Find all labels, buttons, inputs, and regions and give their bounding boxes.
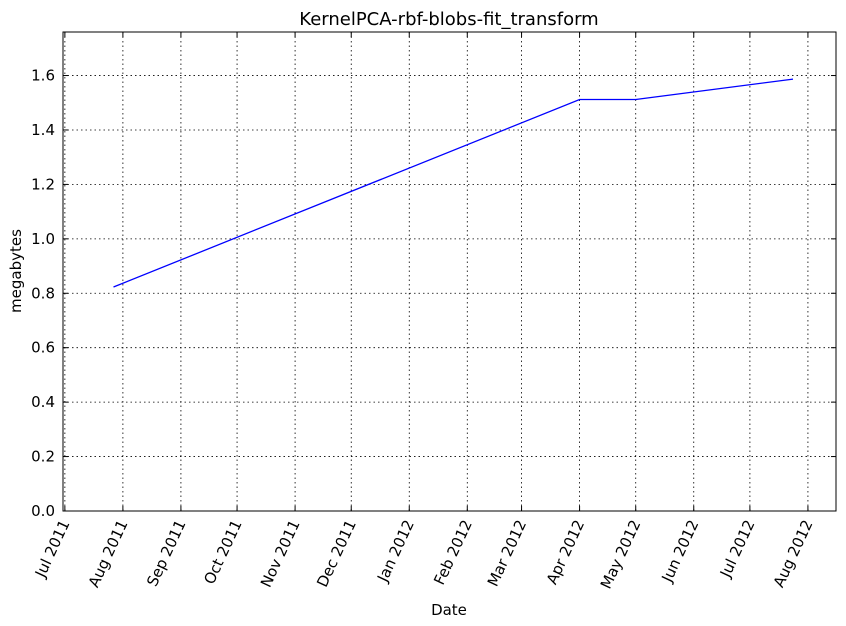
y-tick-label: 1.6 bbox=[31, 67, 55, 85]
x-axis-title: Date bbox=[431, 601, 467, 619]
y-tick-label: 0.8 bbox=[31, 284, 55, 302]
ticks bbox=[63, 32, 836, 512]
y-tick-label: 0.0 bbox=[31, 502, 55, 520]
series-layer bbox=[113, 78, 794, 288]
plot-frame bbox=[62, 31, 837, 512]
y-tick-label: 1.4 bbox=[31, 121, 55, 139]
y-tick-labels: 0.0 0.2 0.4 0.6 0.8 1.0 1.2 1.4 1.6 bbox=[31, 67, 55, 520]
y-tick-label: 0.2 bbox=[31, 448, 55, 466]
grid bbox=[63, 32, 836, 511]
y-tick-label: 1.2 bbox=[31, 175, 55, 193]
y-tick-label: 0.4 bbox=[31, 393, 55, 411]
series-line bbox=[113, 78, 794, 288]
y-axis-title: megabytes bbox=[7, 229, 25, 313]
y-tick-label: 1.0 bbox=[31, 230, 55, 248]
y-tick-label: 0.6 bbox=[31, 339, 55, 357]
chart-title: KernelPCA-rbf-blobs-fit_transform bbox=[299, 9, 598, 30]
